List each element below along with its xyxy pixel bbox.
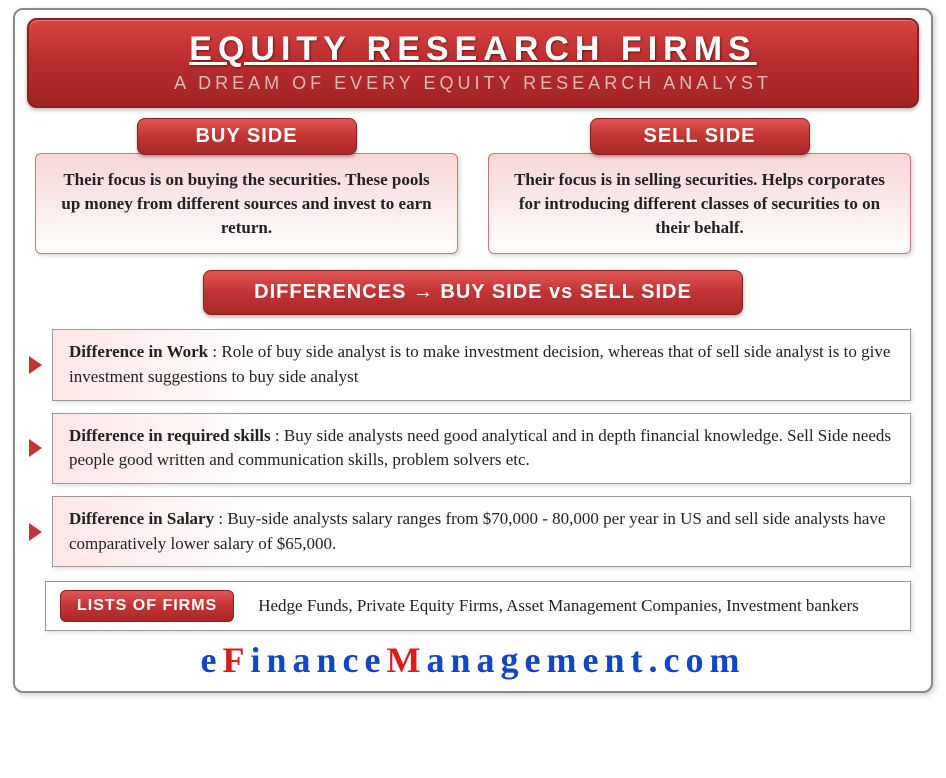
difference-row: Difference in Work : Role of buy side an… [29, 329, 911, 400]
difference-box: Difference in Salary : Buy-side analysts… [52, 496, 911, 567]
difference-title: Difference in Salary [69, 509, 214, 528]
difference-row: Difference in required skills : Buy side… [29, 413, 911, 484]
firms-row: LISTS OF FIRMS Hedge Funds, Private Equi… [45, 581, 911, 631]
firms-label: LISTS OF FIRMS [60, 590, 234, 622]
sell-side-text: Their focus is in selling securities. He… [488, 153, 911, 254]
difference-title: Difference in Work [69, 342, 208, 361]
arrow-right-icon [29, 439, 42, 457]
difference-box: Difference in required skills : Buy side… [52, 413, 911, 484]
infographic-container: EQUITY RESEARCH FIRMS A DREAM OF EVERY E… [13, 8, 933, 693]
header-title: EQUITY RESEARCH FIRMS [49, 30, 897, 69]
sell-side-box: SELL SIDE Their focus is in selling secu… [488, 118, 911, 254]
header-subtitle: A DREAM OF EVERY EQUITY RESEARCH ANALYST [49, 73, 897, 94]
brand-fragment: F [223, 640, 251, 680]
buy-side-box: BUY SIDE Their focus is on buying the se… [35, 118, 458, 254]
header-banner: EQUITY RESEARCH FIRMS A DREAM OF EVERY E… [27, 18, 919, 108]
sell-side-label: SELL SIDE [590, 118, 810, 155]
firms-text: Hedge Funds, Private Equity Firms, Asset… [258, 594, 859, 618]
brand-fragment: M [387, 640, 427, 680]
arrow-right-icon [29, 523, 42, 541]
difference-row: Difference in Salary : Buy-side analysts… [29, 496, 911, 567]
brand-fragment: anagement.com [427, 640, 746, 680]
brand-fragment: inance [251, 640, 387, 680]
brand-logo: eFinanceManagement.com [15, 639, 931, 681]
difference-title: Difference in required skills [69, 426, 271, 445]
arrow-right-icon [29, 356, 42, 374]
sides-row: BUY SIDE Their focus is on buying the se… [35, 118, 911, 254]
brand-fragment: e [201, 640, 223, 680]
differences-header: DIFFERENCES → BUY SIDE vs SELL SIDE [203, 270, 743, 315]
buy-side-text: Their focus is on buying the securities.… [35, 153, 458, 254]
difference-box: Difference in Work : Role of buy side an… [52, 329, 911, 400]
buy-side-label: BUY SIDE [137, 118, 357, 155]
